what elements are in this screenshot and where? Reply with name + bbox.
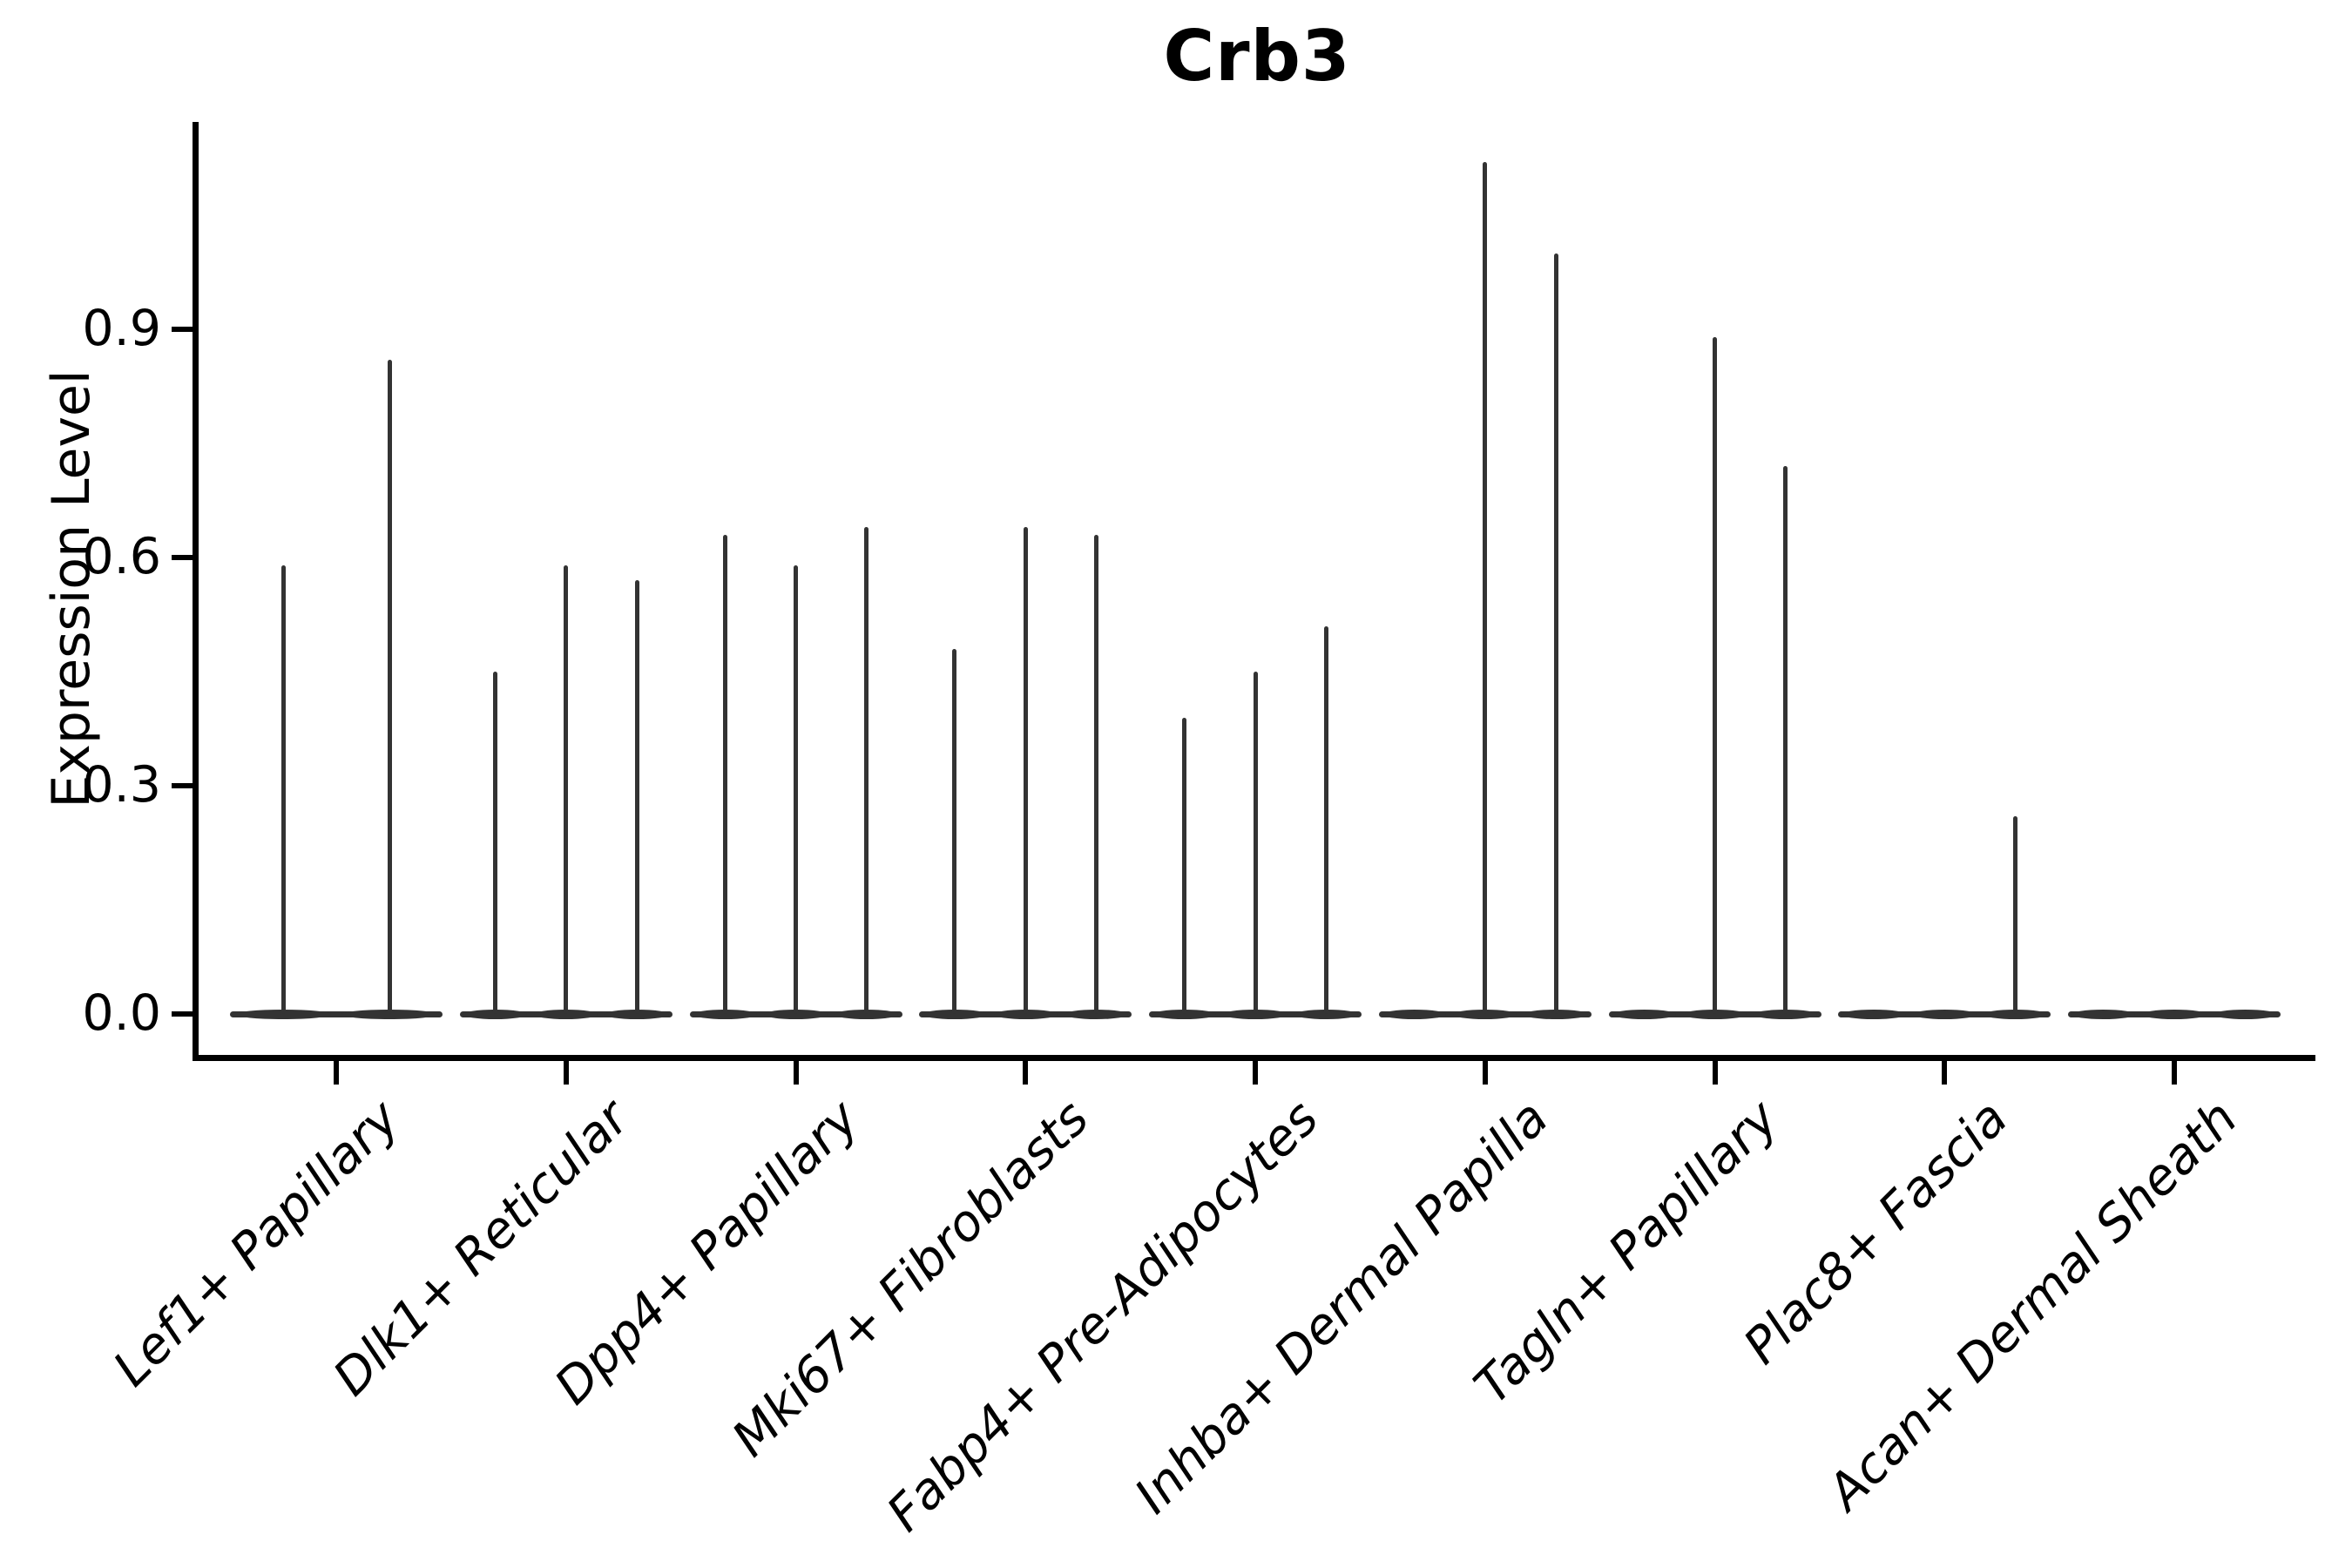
x-tick-label: Inhba+ Dermal Papilla <box>1124 1089 1560 1525</box>
violin-base <box>763 1009 828 1019</box>
violin-spike <box>794 564 798 1014</box>
y-tick-label: 0.3 <box>82 756 161 814</box>
x-tick <box>2172 1061 2177 1085</box>
x-tick <box>1942 1061 1948 1085</box>
violin-base <box>235 1009 331 1019</box>
violin-base <box>1612 1009 1676 1019</box>
violin-base <box>1842 1009 1906 1019</box>
y-tick <box>172 783 193 789</box>
x-axis-spine <box>193 1055 2315 1061</box>
x-tick-label: Acan+ Dermal Sheath <box>1816 1089 2249 1522</box>
violin-spike <box>1553 253 1558 1014</box>
violin-spike <box>1783 466 1788 1014</box>
violin-base <box>835 1009 899 1019</box>
violin-base <box>1912 1009 1977 1019</box>
violin-spike <box>2013 816 2018 1014</box>
y-tick <box>172 327 193 333</box>
x-tick <box>1023 1061 1029 1085</box>
y-tick <box>172 555 193 561</box>
violin-spike <box>564 564 569 1014</box>
y-tick-label: 0.0 <box>82 984 161 1042</box>
violin-spike <box>722 535 727 1014</box>
violin-base <box>1223 1009 1288 1019</box>
violin-base <box>1064 1009 1129 1019</box>
violin-spike <box>952 648 957 1014</box>
violin-spike <box>1182 717 1187 1014</box>
violin-base <box>1453 1009 1517 1019</box>
violin-spike <box>1323 625 1328 1014</box>
x-tick-label: Fabp4+ Pre-Adipocytes <box>875 1089 1330 1543</box>
y-tick-label: 0.6 <box>82 528 161 586</box>
violin-base <box>693 1009 757 1019</box>
y-tick <box>172 1011 193 1017</box>
violin-base <box>1382 1009 1446 1019</box>
violin-spike <box>1094 535 1099 1014</box>
x-tick <box>1253 1061 1258 1085</box>
violin-base <box>923 1009 987 1019</box>
violin-base <box>993 1009 1058 1019</box>
violin-base <box>2142 1009 2207 1019</box>
violin-base <box>2072 1009 2136 1019</box>
violin-base <box>341 1009 437 1019</box>
x-tick <box>563 1061 569 1085</box>
violin-baseline <box>230 1010 443 1017</box>
violin-base <box>1524 1009 1588 1019</box>
violin-base <box>605 1009 669 1019</box>
violin-base <box>534 1009 598 1019</box>
violin-spike <box>387 360 392 1014</box>
violin-spike <box>1483 162 1488 1014</box>
y-tick-label: 0.9 <box>82 300 161 358</box>
violin-base <box>463 1009 527 1019</box>
x-tick <box>334 1061 339 1085</box>
violin-spike <box>280 564 286 1014</box>
x-tick <box>1712 1061 1718 1085</box>
x-tick <box>793 1061 799 1085</box>
violin-base <box>2213 1009 2277 1019</box>
violin-base <box>1152 1009 1217 1019</box>
chart-title: Crb3 <box>1163 16 1351 97</box>
violin-spike <box>1253 672 1258 1014</box>
y-axis-spine <box>193 122 199 1061</box>
violin-spike <box>1023 527 1028 1014</box>
violin-base <box>1983 1009 2048 1019</box>
violin-spike <box>864 527 869 1014</box>
violin-base <box>1294 1009 1358 1019</box>
violin-spike <box>492 672 497 1014</box>
violin-base <box>1754 1009 1818 1019</box>
y-axis-title: Expression Level <box>41 369 102 808</box>
violin-spike <box>1713 337 1717 1014</box>
violin-base <box>1682 1009 1747 1019</box>
x-tick <box>1482 1061 1488 1085</box>
violin-spike <box>634 580 639 1014</box>
